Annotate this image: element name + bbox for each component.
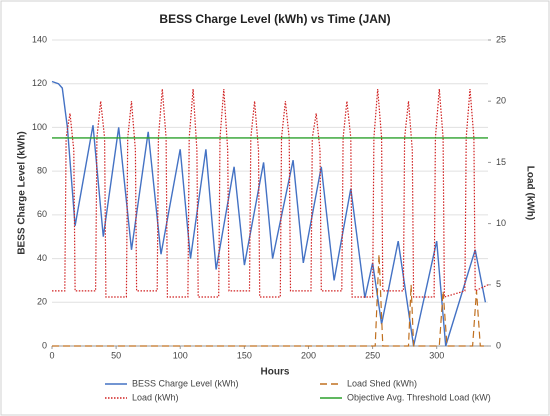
y-tick-label: 140 [32,34,47,44]
x-tick-label: 0 [49,350,54,360]
y-tick-label: 0 [42,340,47,350]
y2-tick-label: 20 [496,96,506,106]
x-axis-label: Hours [261,367,290,378]
y-tick-label: 80 [37,166,47,176]
y2-axis-label: Load (kWh) [524,166,535,220]
x-tick-label: 300 [429,350,444,360]
y-tick-label: 100 [32,122,47,132]
legend-label: Objective Avg. Threshold Load (kW) [347,392,491,402]
x-tick-label: 150 [237,350,252,360]
x-tick-label: 50 [111,350,121,360]
y-axis-label: BESS Charge Level (kWh) [17,131,28,254]
y2-tick-label: 25 [496,34,506,44]
chart-title: BESS Charge Level (kWh) vs Time (JAN) [159,12,390,26]
y-tick-label: 40 [37,253,47,263]
legend-label: Load Shed (kWh) [347,378,417,388]
x-tick-label: 250 [365,350,380,360]
y-tick-label: 120 [32,78,47,88]
y2-tick-label: 0 [496,340,501,350]
y-tick-label: 20 [37,297,47,307]
x-tick-label: 100 [173,350,188,360]
legend-label: BESS Charge Level (kWh) [132,378,239,388]
y2-tick-label: 15 [496,157,506,167]
y-tick-label: 60 [37,209,47,219]
legend-label: Load (kWh) [132,392,179,402]
y2-tick-label: 5 [496,279,501,289]
x-tick-label: 200 [301,350,316,360]
y2-tick-label: 10 [496,218,506,228]
series-line [52,254,488,347]
series-line [52,88,489,298]
